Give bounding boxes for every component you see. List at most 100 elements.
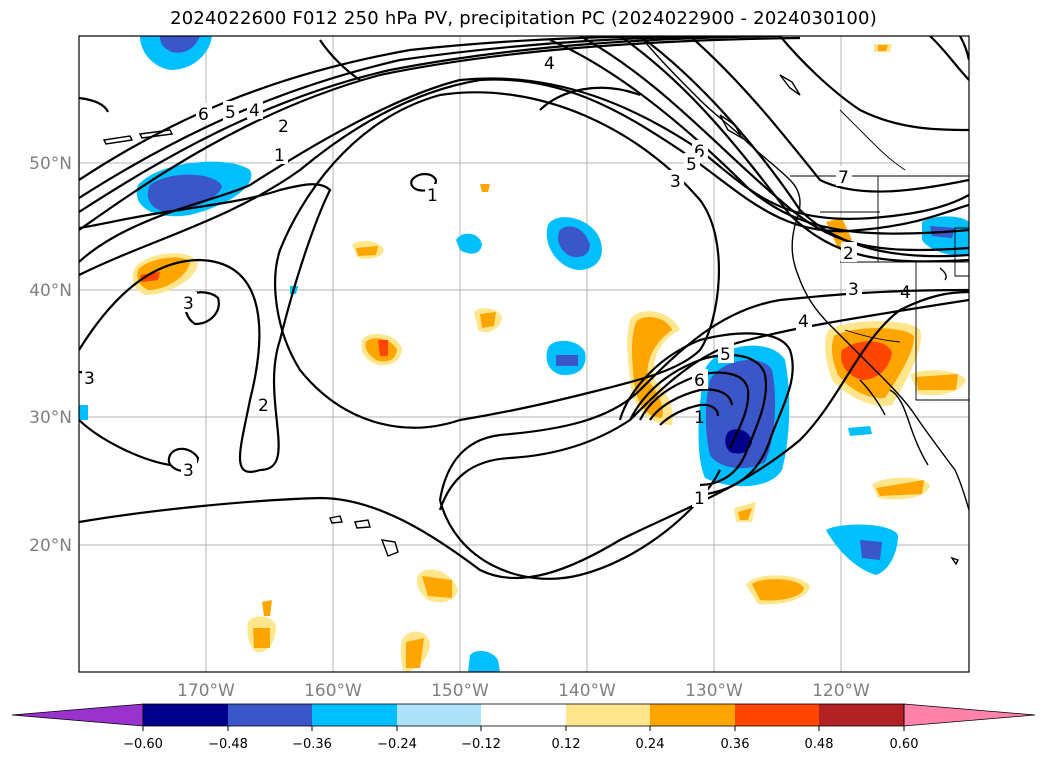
pv-contour	[184, 291, 220, 326]
anomaly-blob	[262, 600, 272, 616]
anomaly-blob	[406, 638, 424, 668]
contour-label: 5	[720, 345, 731, 365]
colorbar-tick-label: 0.24	[636, 737, 665, 752]
colorbar-over-triangle	[903, 703, 1036, 727]
colorbar-frame	[142, 703, 905, 727]
colorbar-tick-label: 0.48	[805, 737, 834, 752]
colorbar-bin	[650, 704, 735, 726]
contour-label: 3	[183, 294, 194, 314]
lon-label: 170°W	[177, 681, 235, 701]
colorbar-tick-label: 0.36	[721, 737, 750, 752]
colorbar-tick-label: −0.12	[461, 737, 501, 752]
colorbar-tick-label: −0.36	[292, 737, 332, 752]
lat-label: 40°N	[29, 281, 72, 301]
anomaly-blob	[356, 246, 378, 256]
coastlines	[102, 36, 969, 566]
anomaly-blob	[137, 257, 190, 290]
pv-contour	[79, 36, 781, 213]
coastline	[329, 515, 343, 524]
anomaly-blob	[558, 226, 590, 258]
colorbar-bin	[481, 704, 566, 726]
pv-contour	[79, 419, 171, 467]
coastline	[779, 74, 801, 96]
coastline	[380, 539, 399, 557]
longitude-labels: 170°W 160°W 150°W 140°W 130°W 120°W	[177, 681, 870, 701]
contour-label: 6	[694, 142, 705, 162]
pv-contour	[79, 36, 701, 181]
colorbar: −0.60 −0.48 −0.36 −0.24 −0.12 0.12 0.24 …	[11, 703, 1036, 752]
pv-contour	[539, 86, 641, 111]
pv-contour	[649, 388, 734, 421]
anomaly-blob	[752, 579, 804, 601]
contour-label: 1	[694, 489, 705, 509]
anomaly-blob	[860, 540, 882, 560]
contour-label: 4	[798, 312, 809, 332]
colorbar-tick-label: −0.60	[123, 737, 163, 752]
lon-label: 150°W	[431, 681, 489, 701]
colorbar-tick-label: 0.60	[890, 737, 919, 752]
pv-contour	[619, 36, 969, 263]
lon-label: 130°W	[685, 681, 743, 701]
coastline	[859, 379, 886, 416]
contour-labels: 6 5 4 2 1 1 4 6 5 3 7 2 3 4 3 3 2 3 5 6 …	[82, 52, 911, 509]
colorbar-bin	[819, 704, 904, 726]
anomaly-blob	[378, 340, 388, 356]
coastline	[102, 135, 134, 145]
anomaly-blob	[253, 628, 270, 648]
contour-label: 4	[544, 54, 555, 74]
anomaly-blob	[79, 405, 88, 420]
pv-contour	[629, 353, 768, 487]
pv-contour	[779, 36, 969, 132]
pv-contour	[438, 288, 969, 501]
lon-label: 160°W	[304, 681, 362, 701]
anomaly-blob	[422, 576, 452, 598]
anomaly-blob	[140, 272, 160, 282]
border	[844, 329, 901, 343]
colorbar-bin	[566, 704, 650, 726]
anomaly-blob	[556, 355, 578, 366]
anomaly-blob	[160, 36, 200, 53]
colorbar-bin	[397, 704, 481, 726]
coastline	[889, 389, 929, 466]
contour-label: 3	[84, 369, 95, 389]
contour-label: 2	[258, 396, 269, 416]
colorbar-tick-label: −0.24	[377, 737, 417, 752]
positive-anomaly-shading	[132, 44, 966, 672]
border	[954, 227, 969, 277]
pv-contour	[79, 96, 110, 113]
coastline	[939, 267, 947, 281]
lat-label: 30°N	[29, 408, 72, 428]
contour-label: 1	[274, 146, 285, 166]
pv-contour	[438, 469, 721, 580]
colorbar-bin	[143, 704, 228, 726]
anomaly-blob	[632, 316, 672, 418]
contour-label: 2	[843, 244, 854, 264]
lon-label: 140°W	[558, 681, 616, 701]
anomaly-blob	[456, 233, 482, 254]
colorbar-under-triangle	[11, 703, 144, 727]
pv-contour	[689, 36, 969, 193]
latitude-labels: 50°N 40°N 30°N 20°N	[29, 154, 72, 556]
pv-contour	[549, 38, 969, 235]
anomaly-blob	[147, 174, 222, 212]
anomaly-blob	[705, 359, 776, 469]
anomaly-blob	[738, 508, 752, 520]
contour-label: 4	[900, 283, 911, 303]
map-area: 6 5 4 2 1 1 4 6 5 3 7 2 3 4 3 3 2 3 5 6 …	[79, 36, 969, 672]
colorbar-tick-label: 0.12	[552, 737, 581, 752]
contour-label: 3	[848, 280, 859, 300]
contour-label: 5	[225, 103, 236, 123]
coastline	[950, 556, 959, 566]
lon-label: 120°W	[812, 681, 870, 701]
political-borders	[790, 109, 969, 401]
contour-label: 1	[694, 408, 705, 428]
colorbar-bin	[228, 704, 312, 726]
coastline	[354, 519, 371, 529]
pv-contour	[79, 36, 801, 231]
contour-label: 7	[838, 168, 849, 188]
pv-contour	[579, 36, 969, 252]
coastline	[138, 129, 174, 139]
anomaly-blob	[878, 45, 888, 51]
contour-label: 2	[278, 117, 289, 137]
